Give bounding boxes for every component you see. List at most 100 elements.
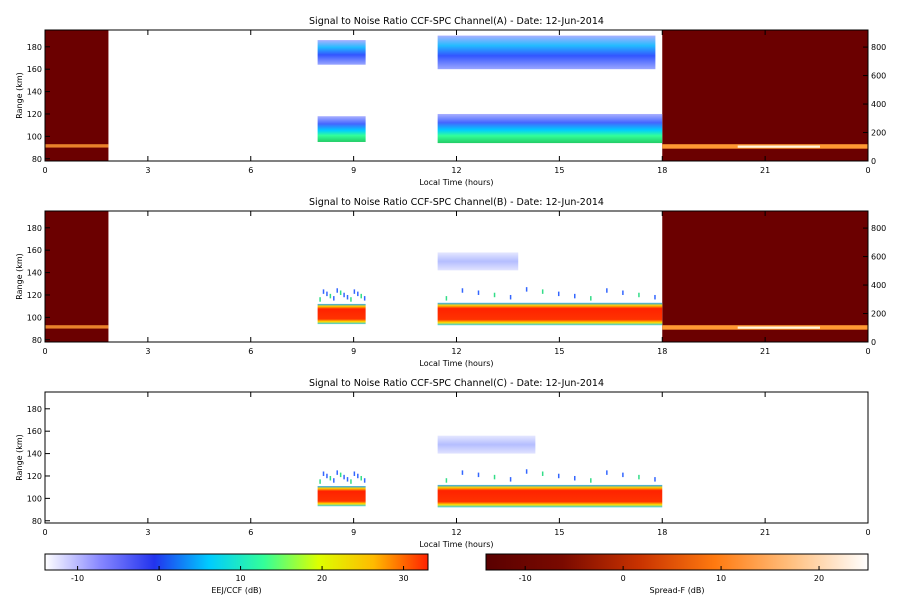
x-tick-label: 6 bbox=[248, 528, 253, 537]
colorbar-1: -10 0 10 20 Spread-F (dB) bbox=[485, 553, 869, 595]
eej-echo-speck bbox=[557, 473, 560, 479]
y-tick-label: 160 bbox=[27, 65, 42, 74]
eej-echo-speck bbox=[525, 469, 528, 474]
x-tick-label: 12 bbox=[451, 347, 461, 356]
eej-echo-speck bbox=[339, 290, 342, 295]
colorbar-tick-label: 20 bbox=[317, 574, 327, 583]
colorbar-tick-label: 0 bbox=[621, 574, 626, 583]
spread-f-layer bbox=[45, 144, 109, 148]
eej-echo-speck bbox=[339, 472, 342, 478]
x-tick-label: 0 bbox=[865, 528, 870, 537]
x-axis-label: Local Time (hours) bbox=[419, 359, 493, 368]
y-tick-label: 140 bbox=[27, 88, 42, 97]
eej-echo-speck bbox=[333, 296, 335, 301]
y-tick-label: 80 bbox=[32, 517, 42, 526]
chart-panel-0: 0 3 6 9 12 15 18 21 0801001201401601800200400600… bbox=[15, 16, 886, 187]
x-tick-label: 0 bbox=[865, 347, 870, 356]
x-tick-label: 15 bbox=[554, 166, 564, 175]
eej-echo-speck bbox=[360, 293, 362, 299]
y-tick-label: 100 bbox=[27, 132, 42, 141]
eej-echo-speck bbox=[336, 288, 338, 293]
eej-echo-speck bbox=[357, 291, 359, 297]
y-tick-label: 100 bbox=[27, 494, 42, 503]
colorbar-bar bbox=[44, 553, 429, 571]
y-axis-label: Range (km) bbox=[15, 72, 24, 119]
spread-f-layer bbox=[45, 325, 109, 329]
eej-echo-speck bbox=[541, 471, 544, 476]
x-tick-label: 15 bbox=[554, 528, 564, 537]
eej-echo-speck bbox=[350, 297, 352, 302]
eej-echo-speck bbox=[509, 477, 512, 482]
x-tick-label: 18 bbox=[657, 347, 667, 356]
colorbar-label: EEJ/CCF (dB) bbox=[211, 586, 261, 595]
y-tick-label: 140 bbox=[27, 269, 42, 278]
x-tick-label: 3 bbox=[145, 528, 150, 537]
eej-echo-speck bbox=[606, 470, 608, 475]
eej-echo-speck bbox=[353, 471, 356, 476]
eej-echo-speck bbox=[333, 478, 335, 483]
x-axis-label: Local Time (hours) bbox=[419, 540, 493, 549]
eej-echo-speck bbox=[638, 474, 640, 480]
eej-echo-speck bbox=[541, 289, 544, 294]
right-y-tick-label: 400 bbox=[871, 100, 886, 109]
eej-echo-speck bbox=[319, 479, 321, 484]
colorbar-tick-label: -10 bbox=[519, 574, 532, 583]
eej-echo-block bbox=[317, 486, 366, 507]
right-y-tick-label: 600 bbox=[871, 72, 886, 81]
eej-echo-speck bbox=[622, 290, 624, 295]
eej-echo-speck bbox=[322, 289, 325, 294]
x-tick-label: 12 bbox=[451, 528, 461, 537]
x-tick-label: 18 bbox=[657, 528, 667, 537]
y-axis-label: Range (km) bbox=[15, 434, 24, 481]
eej-echo-speck bbox=[606, 288, 608, 293]
eej-echo-block bbox=[317, 116, 366, 142]
chart-panel-1: 0 3 6 9 12 15 18 21 0801001201401601800200400600… bbox=[15, 197, 886, 368]
x-tick-label: 15 bbox=[554, 347, 564, 356]
y-tick-label: 180 bbox=[27, 224, 42, 233]
eej-echo-speck bbox=[346, 294, 349, 300]
right-y-tick-label: 200 bbox=[871, 129, 886, 138]
x-tick-label: 0 bbox=[42, 347, 47, 356]
y-tick-label: 180 bbox=[27, 405, 42, 414]
colorbar-tick-label: 10 bbox=[716, 574, 726, 583]
eej-echo-speck bbox=[461, 288, 464, 293]
spread-f-block bbox=[45, 30, 109, 161]
eej-echo-speck bbox=[461, 470, 464, 475]
x-tick-label: 3 bbox=[145, 347, 150, 356]
y-tick-label: 80 bbox=[32, 155, 42, 164]
right-y-tick-label: 0 bbox=[871, 338, 876, 347]
x-tick-label: 21 bbox=[760, 166, 770, 175]
eej-echo-speck bbox=[350, 479, 352, 484]
eej-echo-speck bbox=[557, 291, 560, 297]
eej-echo-speck bbox=[622, 472, 624, 478]
x-tick-label: 0 bbox=[42, 166, 47, 175]
eej-echo-speck bbox=[353, 289, 356, 294]
y-tick-label: 160 bbox=[27, 246, 42, 255]
colorbar-tick-label: 0 bbox=[157, 574, 162, 583]
eej-echo-speck bbox=[360, 475, 362, 481]
eej-echo-speck bbox=[477, 472, 480, 478]
eej-echo-speck bbox=[326, 473, 328, 479]
eej-echo-speck bbox=[322, 471, 325, 476]
right-y-tick-label: 0 bbox=[871, 157, 876, 166]
eej-echo-speck bbox=[638, 292, 640, 298]
x-tick-label: 6 bbox=[248, 166, 253, 175]
eej-echo-speck bbox=[574, 293, 576, 299]
spread-f-layer-peak bbox=[737, 145, 820, 148]
right-y-tick-label: 800 bbox=[871, 43, 886, 52]
x-tick-label: 9 bbox=[351, 528, 356, 537]
eej-echo-speck bbox=[590, 478, 592, 483]
eej-echo-speck bbox=[654, 477, 656, 482]
eej-echo-block bbox=[437, 435, 536, 454]
eej-echo-block bbox=[317, 303, 366, 325]
eej-echo-speck bbox=[363, 296, 366, 301]
right-y-tick-label: 200 bbox=[871, 310, 886, 319]
x-tick-label: 3 bbox=[145, 166, 150, 175]
right-y-tick-label: 400 bbox=[871, 281, 886, 290]
x-tick-label: 21 bbox=[760, 347, 770, 356]
chart-title: Signal to Noise Ratio CCF-SPC Channel(A)… bbox=[309, 16, 604, 27]
eej-echo-speck bbox=[326, 291, 328, 297]
eej-echo-block bbox=[437, 113, 663, 144]
